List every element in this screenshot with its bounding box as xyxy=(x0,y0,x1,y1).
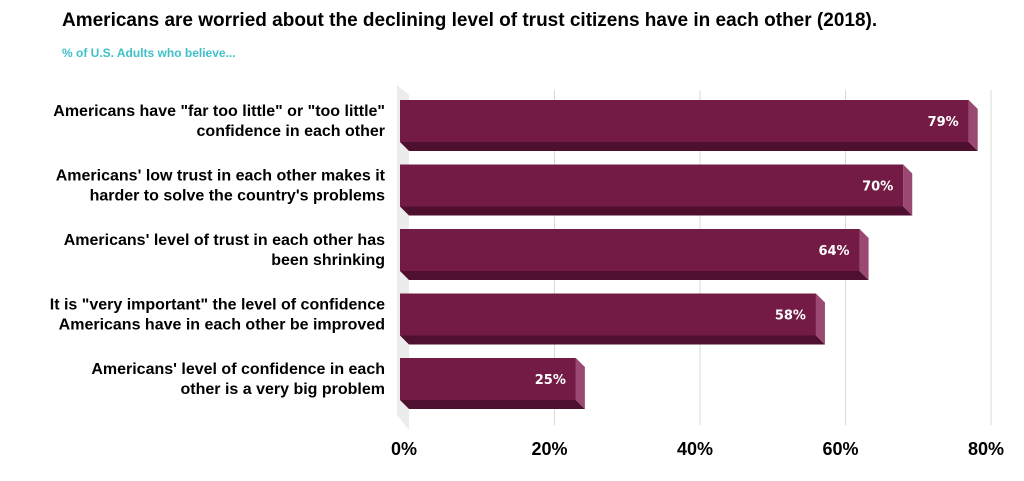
bar-front-face xyxy=(400,164,904,207)
chart-title: Americans are worried about the declinin… xyxy=(62,10,878,31)
data-label: 64% xyxy=(818,244,849,259)
category-label: Americans have "far too little" or "too … xyxy=(53,103,385,140)
x-tick-label: 20% xyxy=(531,439,567,459)
data-label: 25% xyxy=(535,373,566,388)
bar: 79% xyxy=(400,100,978,151)
category-label: Americans' level of confidence in each ot… xyxy=(91,361,385,398)
bar-bottom-face xyxy=(400,335,825,345)
bar-side-face xyxy=(859,229,869,280)
bar-front-face xyxy=(400,100,969,142)
data-label: 70% xyxy=(862,180,893,195)
x-tick-label: 80% xyxy=(968,439,1004,459)
bar-side-face xyxy=(575,358,585,409)
bar: 70% xyxy=(400,164,913,216)
data-label: 58% xyxy=(775,309,806,324)
bar-front-face xyxy=(400,229,860,271)
bar-front-face xyxy=(400,293,816,336)
bar-side-face xyxy=(815,293,825,345)
bar-bottom-face xyxy=(400,142,978,151)
bar-bottom-face xyxy=(400,206,913,216)
bar-side-face xyxy=(968,100,978,151)
data-label: 79% xyxy=(928,115,959,130)
bar-side-face xyxy=(903,164,913,216)
category-labels: Americans have "far too little" or "too … xyxy=(50,103,386,398)
category-label: Americans' low trust in each other makes… xyxy=(56,168,386,205)
x-axis-ticks: 0% 20% 40% 60% 80% xyxy=(391,439,1004,459)
chart-subtitle: % of U.S. Adults who believe... xyxy=(62,46,236,60)
x-tick-label: 60% xyxy=(822,439,858,459)
category-label: Americans' level of trust in each other … xyxy=(64,232,385,269)
bars: 79% 70% 64% 58% 25% xyxy=(400,100,978,409)
bar: 64% xyxy=(400,229,869,280)
bar-bottom-face xyxy=(400,271,869,280)
x-tick-label: 40% xyxy=(677,439,713,459)
category-label: It is "very important" the level of conf… xyxy=(50,297,385,334)
bar-bottom-face xyxy=(400,400,585,409)
bar: 58% xyxy=(400,293,825,345)
bar: 25% xyxy=(400,358,585,409)
x-tick-label: 0% xyxy=(391,439,417,459)
bar-front-face xyxy=(400,358,576,400)
